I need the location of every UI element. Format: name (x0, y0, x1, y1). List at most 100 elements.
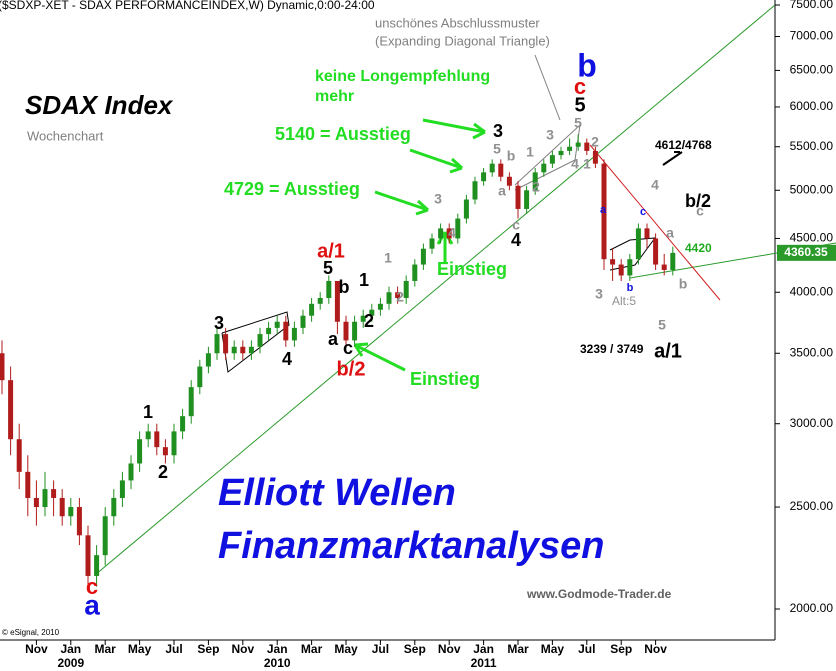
x-tick-label: Jul (372, 642, 389, 656)
y-tick-label: 5000.00 (790, 182, 834, 196)
candle-body (601, 163, 607, 260)
candle-body (119, 480, 125, 498)
annotation: 5 (574, 94, 585, 116)
annotation: (Expanding Diagonal Triangle) (375, 33, 550, 48)
annotation: 4 (511, 230, 521, 250)
y-tick-label: 4500.00 (790, 231, 834, 245)
candle-body (661, 264, 667, 270)
arrow (374, 190, 430, 216)
x-tick-label: Sep (610, 642, 632, 656)
annotation: b (339, 277, 350, 297)
annotation: a (666, 225, 674, 241)
candle-body (343, 321, 349, 341)
candle-body (618, 264, 624, 276)
candle-body (670, 252, 676, 270)
candle-body (188, 387, 194, 417)
candle-body (532, 172, 538, 191)
annotation: Einstieg (437, 259, 507, 279)
y-tick-label: 3500.00 (790, 345, 834, 359)
annotation: c (512, 217, 520, 233)
candle-body (248, 346, 254, 354)
candle-body (94, 555, 100, 576)
last-price-label: 4360.35 (784, 245, 828, 259)
annotation: 1 (526, 144, 534, 160)
y-tick-label: 7500.00 (790, 0, 834, 11)
annotation: 2 (396, 289, 404, 305)
candle-body (592, 150, 598, 164)
annotation: b (507, 148, 516, 164)
candle-body (102, 516, 108, 556)
candle-body (0, 353, 5, 381)
candle-body (635, 228, 641, 260)
candle-body (429, 238, 435, 249)
trend-line (589, 144, 721, 301)
annotation: b (679, 276, 688, 292)
candle-body (309, 303, 315, 316)
candle-body (575, 142, 581, 147)
x-tick-label: May (541, 642, 565, 656)
x-tick-label: Nov (438, 642, 461, 656)
annotation: 2 (591, 134, 599, 150)
candle-body (455, 218, 461, 239)
annotation: a (84, 589, 100, 620)
x-tick-label: Nov (231, 642, 254, 656)
candle-body (16, 439, 22, 472)
annotation: 4612/4768 (655, 138, 712, 152)
candle-body (274, 321, 280, 328)
annotation: 3239 / 3749 (580, 342, 644, 356)
annotation: 1 (143, 402, 153, 422)
annotation: Finanzmarktanalysen (218, 525, 604, 567)
annotation: b/2 (685, 191, 711, 211)
candle-body (489, 163, 495, 173)
x-tick-label: Mar (95, 642, 117, 656)
year-label: 2010 (264, 656, 291, 670)
candle-body (214, 334, 220, 354)
annotation: 5 (658, 317, 666, 333)
annotation: 2 (158, 462, 168, 482)
annotation: 3 (595, 286, 603, 302)
candle-body (515, 185, 521, 209)
y-tick-label: 2000.00 (790, 601, 834, 615)
triangle (609, 237, 657, 271)
y-tick-label: 7000.00 (790, 29, 834, 43)
annotation: c (343, 338, 353, 358)
header: ($SDXP-XET - SDAX PERFORMANCEINDEX,W) Dy… (0, 0, 375, 12)
candle-body (420, 248, 426, 265)
candle-body (291, 327, 297, 341)
candle-body (8, 380, 14, 440)
candle-body (395, 292, 401, 299)
annotation: Einstieg (410, 369, 480, 389)
pointer (662, 151, 683, 166)
x-tick-label: Jan (267, 642, 288, 656)
annotation: www.Godmode-Trader.de (526, 587, 672, 601)
candle-body (240, 346, 246, 354)
annotation: c (696, 203, 704, 219)
candle-body (42, 489, 48, 508)
candle-body (137, 439, 143, 464)
annotation: 3 (493, 121, 503, 141)
annotation: 1 (583, 156, 591, 172)
annotation: 1 (359, 270, 369, 290)
x-tick-label: Jan (473, 642, 494, 656)
candle-body (549, 155, 555, 164)
candle-body (506, 176, 512, 186)
candle-body (541, 163, 547, 173)
candle-body (317, 298, 323, 304)
subtitle: Wochenchart (27, 128, 104, 143)
candle-body (481, 172, 487, 182)
candle-body (76, 507, 82, 536)
annotation: 4729 = Ausstieg (224, 179, 360, 199)
candle-body (653, 238, 659, 265)
annotation: 4 (571, 156, 579, 172)
candle-body (438, 228, 444, 239)
annotation: 4 (282, 349, 292, 369)
annotation: 2 (532, 179, 540, 195)
y-tick-label: 2500.00 (790, 499, 834, 513)
arrows (353, 118, 486, 372)
candle-body (403, 280, 409, 299)
annotation: unschönes Abschlussmuster (375, 15, 540, 30)
candle-body (558, 150, 564, 156)
last-price-box (777, 244, 836, 261)
candle-body (627, 259, 633, 276)
